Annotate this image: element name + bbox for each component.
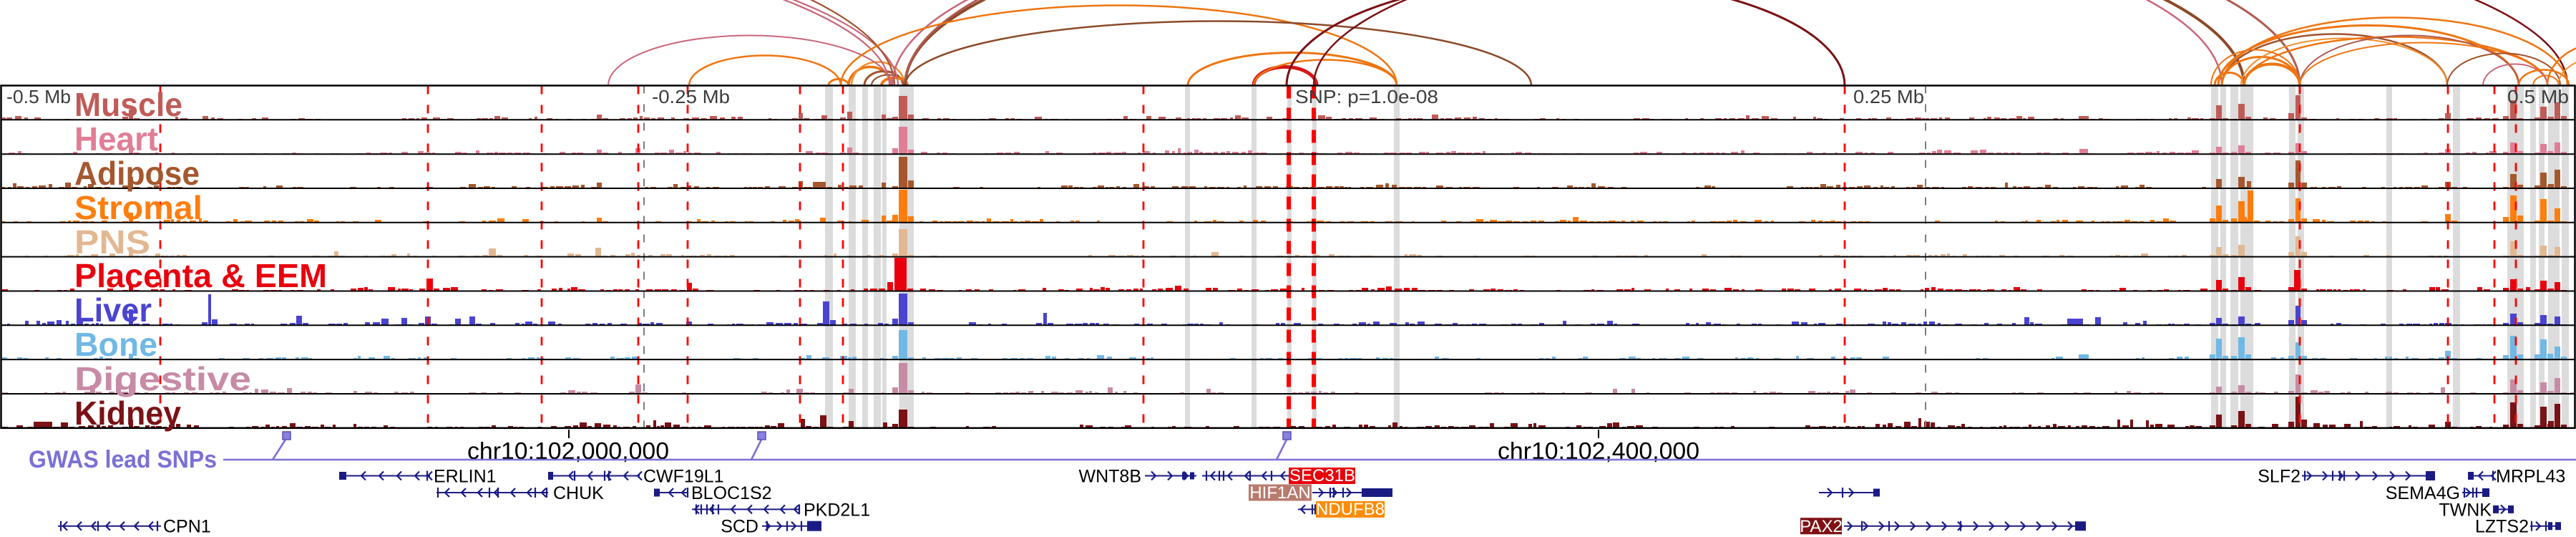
svg-text:Bone: Bone <box>74 326 157 363</box>
svg-text:LZTS2: LZTS2 <box>2475 517 2529 537</box>
svg-text:SEC31B: SEC31B <box>1289 466 1355 485</box>
svg-text:BLOC1S2: BLOC1S2 <box>691 483 772 503</box>
svg-text:GWAS lead SNPs: GWAS lead SNPs <box>29 446 217 473</box>
svg-text:PAX2: PAX2 <box>1800 517 1843 536</box>
svg-text:HIF1AN: HIF1AN <box>1249 483 1310 503</box>
svg-text:PKD2L1: PKD2L1 <box>804 500 870 520</box>
svg-text:PNS: PNS <box>74 223 150 261</box>
svg-text:Stromal: Stromal <box>74 189 203 226</box>
svg-text:CWF19L1: CWF19L1 <box>643 467 724 487</box>
svg-text:ERLIN1: ERLIN1 <box>434 467 497 487</box>
svg-text:SEMA4G: SEMA4G <box>2386 483 2460 503</box>
svg-text:Digestive: Digestive <box>74 360 251 397</box>
svg-text:SNP: p=1.0e-08: SNP: p=1.0e-08 <box>1295 86 1438 107</box>
svg-text:Kidney: Kidney <box>74 395 181 432</box>
svg-text:Heart: Heart <box>74 120 158 158</box>
svg-text:-0.5 Mb: -0.5 Mb <box>6 86 71 107</box>
svg-text:Liver: Liver <box>74 291 152 329</box>
svg-text:TWNK: TWNK <box>2439 500 2492 520</box>
svg-text:Muscle: Muscle <box>74 86 182 123</box>
svg-text:Placenta & EEM: Placenta & EEM <box>74 257 327 294</box>
svg-text:SLF2: SLF2 <box>2258 467 2301 487</box>
svg-text:CPN1: CPN1 <box>163 517 211 537</box>
svg-text:0.5 Mb: 0.5 Mb <box>2507 86 2569 107</box>
svg-text:MRPL43: MRPL43 <box>2496 467 2565 487</box>
svg-text:0.25 Mb: 0.25 Mb <box>1853 86 1924 107</box>
svg-text:Adipose: Adipose <box>74 155 200 192</box>
svg-text:CHUK: CHUK <box>553 483 604 503</box>
svg-text:NDUFB8: NDUFB8 <box>1316 500 1385 519</box>
svg-text:-0.25 Mb: -0.25 Mb <box>652 86 730 107</box>
svg-text:WNT8B: WNT8B <box>1079 467 1142 487</box>
svg-text:SCD: SCD <box>721 517 758 537</box>
